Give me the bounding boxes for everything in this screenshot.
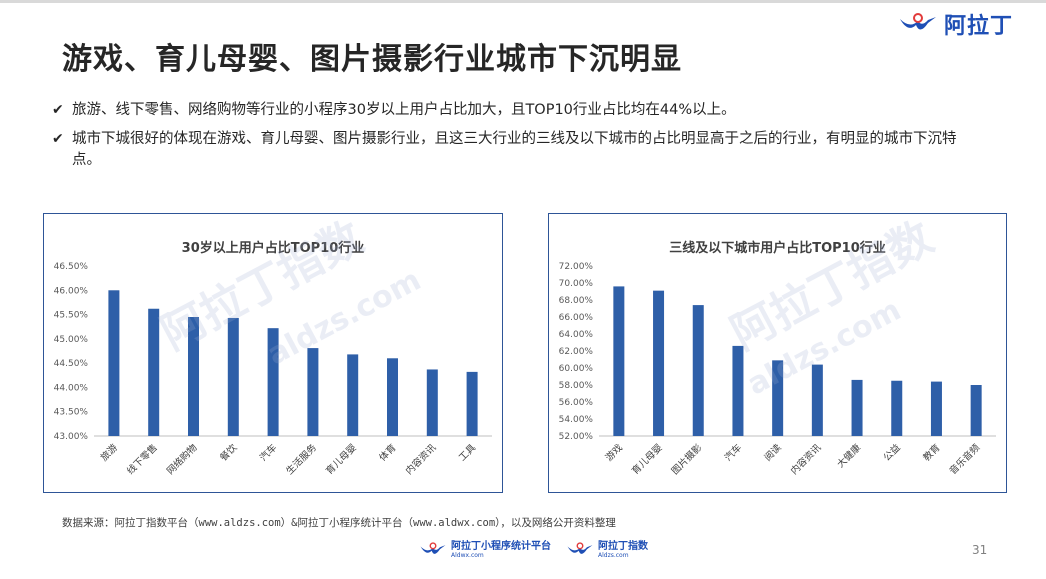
bullet-text: 旅游、线下零售、网络购物等行业的小程序30岁以上用户占比加大，且TOP10行业占… [72,102,736,118]
y-tick-label: 72.00% [559,262,594,272]
x-tick-label: 餐饮 [217,441,239,463]
x-tick-label: 教育 [921,442,943,464]
bar [188,317,199,436]
x-tick-label: 大健康 [835,441,864,470]
bar [387,358,398,436]
check-icon: ✔ [52,102,64,118]
y-tick-label: 46.00% [54,286,89,296]
y-tick-label: 43.00% [54,432,89,442]
bar [347,354,359,436]
page-number: 31 [972,543,988,557]
bullet-item: ✔ 旅游、线下零售、网络购物等行业的小程序30岁以上用户占比加大，且TOP10行… [52,100,962,121]
bar [466,371,478,436]
aladdin-lamp-icon [900,13,936,30]
y-tick-label: 44.50% [54,359,89,369]
y-tick-label: 46.50% [54,262,89,272]
y-tick-label: 56.00% [559,398,594,408]
page-title: 游戏、育儿母婴、图片摄影行业城市下沉明显 [62,42,682,77]
footer-logo-name: 阿拉丁指数 [598,541,648,552]
y-tick-label: 64.00% [559,330,594,340]
bullet-text: 城市下城很好的体现在游戏、育儿母婴、图片摄影行业，且这三大行业的三线及以下城市的… [72,131,957,168]
y-tick-label: 44.00% [54,383,89,393]
x-tick-label: 图片摄影 [669,441,705,477]
y-tick-label: 70.00% [559,279,594,289]
x-tick-label: 汽车 [722,442,744,464]
chart-title: 三线及以下城市用户占比TOP10行业 [669,240,886,256]
footer-logo-url: Aldwx.com [451,552,484,559]
aladdin-lamp-icon [420,542,446,554]
y-tick-label: 52.00% [559,432,594,442]
check-icon: ✔ [52,131,64,147]
footer-logo-aldwx: 阿拉丁小程序统计平台 Aldwx.com [418,541,551,559]
bar [108,290,120,436]
x-tick-label: 游戏 [603,441,625,463]
chart-svg: 三线及以下城市用户占比TOP10行业 52.00% 54.00% 56.00% 58.0… [559,240,996,477]
brand-logo-text: 阿拉丁 [944,14,1014,39]
bar [732,345,744,436]
x-tick-label: 汽车 [257,442,279,464]
bar [426,369,438,436]
brand-logo: 阿拉丁 [898,8,1038,40]
data-source-note: 数据来源：阿拉丁指数平台（www.aldzs.com）&阿拉丁小程序统计平台（w… [62,517,616,529]
y-tick-label: 68.00% [559,296,594,306]
y-tick-label: 45.50% [54,311,89,321]
footer-logo-aldzs: 阿拉丁指数 Aldzs.com [565,541,648,559]
x-tick-label: 育儿母婴 [629,442,664,477]
bar [613,286,625,436]
top-rule [0,0,1046,3]
bar [811,364,823,436]
chart-tier3-cities: 三线及以下城市用户占比TOP10行业 52.00% 54.00% 56.00% 58.0… [548,213,1007,493]
x-tick-label: 内容资讯 [788,441,824,477]
y-tick-label: 43.50% [54,408,89,418]
chart-title: 30岁以上用户占比TOP10行业 [182,240,365,256]
y-tick-label: 58.00% [559,381,594,391]
footer-logos: 阿拉丁小程序统计平台 Aldwx.com 阿拉丁指数 Aldzs.com [418,538,662,562]
chart-age-30-plus: 30岁以上用户占比TOP10行业 43.00% 43.50% 44.00% 44.50%… [43,213,503,493]
x-tick-label: 生活服务 [284,441,320,477]
x-tick-label: 旅游 [98,441,120,463]
y-tick-label: 62.00% [559,347,594,357]
y-tick-label: 45.00% [54,335,89,345]
bar [653,290,665,436]
bar [772,360,784,436]
chart-svg: 30岁以上用户占比TOP10行业 43.00% 43.50% 44.00% 44.50%… [54,240,492,477]
x-tick-label: 音乐音频 [947,441,983,477]
x-tick-label: 线下零售 [124,442,159,477]
y-tick-label: 60.00% [559,364,594,374]
y-tick-label: 54.00% [559,415,594,425]
bar [267,328,279,436]
bar [227,317,239,436]
x-tick-label: 内容资讯 [403,441,439,477]
footer-logo-name: 阿拉丁小程序统计平台 [451,541,551,552]
aladdin-lamp-icon [567,542,593,554]
bar [692,305,704,436]
bullet-list: ✔ 旅游、线下零售、网络购物等行业的小程序30岁以上用户占比加大，且TOP10行… [52,100,962,179]
x-tick-label: 育儿母婴 [323,442,358,477]
x-tick-label: 网络购物 [164,441,200,477]
bar [930,381,942,436]
bar [891,380,903,436]
x-tick-label: 工具 [457,442,479,464]
bar [307,348,319,436]
x-tick-label: 公益 [881,441,903,463]
x-tick-label: 体育 [377,442,399,464]
footer-logo-url: Aldzs.com [598,552,629,559]
y-tick-label: 66.00% [559,313,594,323]
x-tick-label: 阅读 [762,441,784,463]
bullet-item: ✔ 城市下城很好的体现在游戏、育儿母婴、图片摄影行业，且这三大行业的三线及以下城… [52,129,962,171]
bar [970,385,982,436]
bar [851,379,863,436]
bar [148,308,160,436]
